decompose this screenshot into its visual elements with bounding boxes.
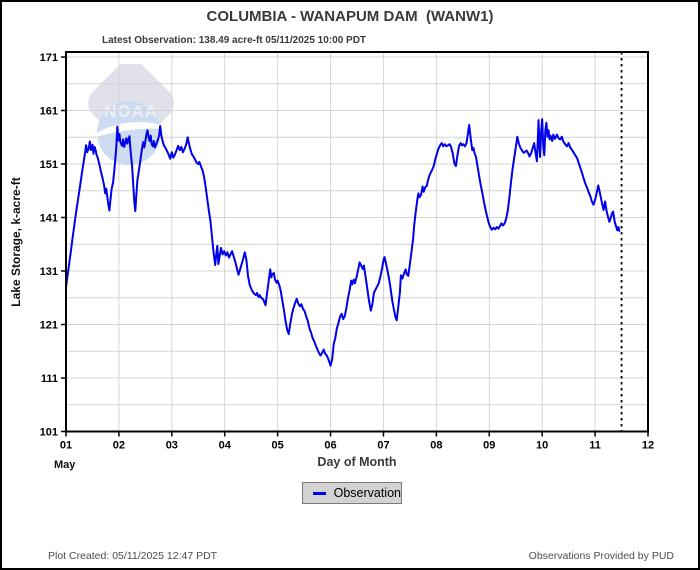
x-tick-label: 11 xyxy=(589,440,601,452)
x-tick-label: 08 xyxy=(430,440,442,452)
x-tick-label: 02 xyxy=(113,440,125,452)
noaa-logo-watermark: NOAA xyxy=(87,64,177,165)
observations-provider-text: Observations Provided by PUD xyxy=(528,550,674,562)
x-tick-label: 12 xyxy=(642,440,654,452)
x-tick-label: 01 xyxy=(60,440,72,452)
y-tick-label: 171 xyxy=(40,52,58,64)
x-tick-label: 07 xyxy=(377,440,389,452)
y-tick-label: 161 xyxy=(40,106,58,118)
x-tick-label: 10 xyxy=(536,440,548,452)
x-tick-label: 05 xyxy=(272,440,284,452)
page-title: COLUMBIA - WANAPUM DAM (WANW1) xyxy=(206,8,494,25)
x-tick-label: 03 xyxy=(166,440,178,452)
noaa-blue-circle xyxy=(97,101,161,165)
x-tick-label: 09 xyxy=(483,440,495,452)
noaa-wordmark: NOAA xyxy=(104,102,158,121)
plot-created-text: Plot Created: 05/11/2025 12:47 PDT xyxy=(48,550,218,562)
gridlines xyxy=(66,52,648,432)
y-tick-label: 101 xyxy=(40,427,58,439)
y-tick-label: 131 xyxy=(40,266,58,278)
latest-observation-text: Latest Observation: 138.49 acre-ft 05/11… xyxy=(102,35,367,46)
x-tick-label: 06 xyxy=(324,440,336,452)
seagull-icon xyxy=(87,122,177,140)
y-tick-label: 111 xyxy=(41,373,58,385)
y-tick-label: 151 xyxy=(40,159,58,171)
plot-border xyxy=(65,51,649,433)
x-axis-title: Day of Month xyxy=(317,455,397,469)
month-label: May xyxy=(54,459,76,471)
y-tick-label: 121 xyxy=(40,320,58,332)
y-tick-label: 141 xyxy=(40,213,58,225)
x-tick-label: 04 xyxy=(219,440,232,452)
observation-line-swatch xyxy=(313,491,326,495)
legend-label: Observation xyxy=(333,486,401,500)
observation-line xyxy=(65,118,621,367)
legend: Observation xyxy=(302,482,402,504)
